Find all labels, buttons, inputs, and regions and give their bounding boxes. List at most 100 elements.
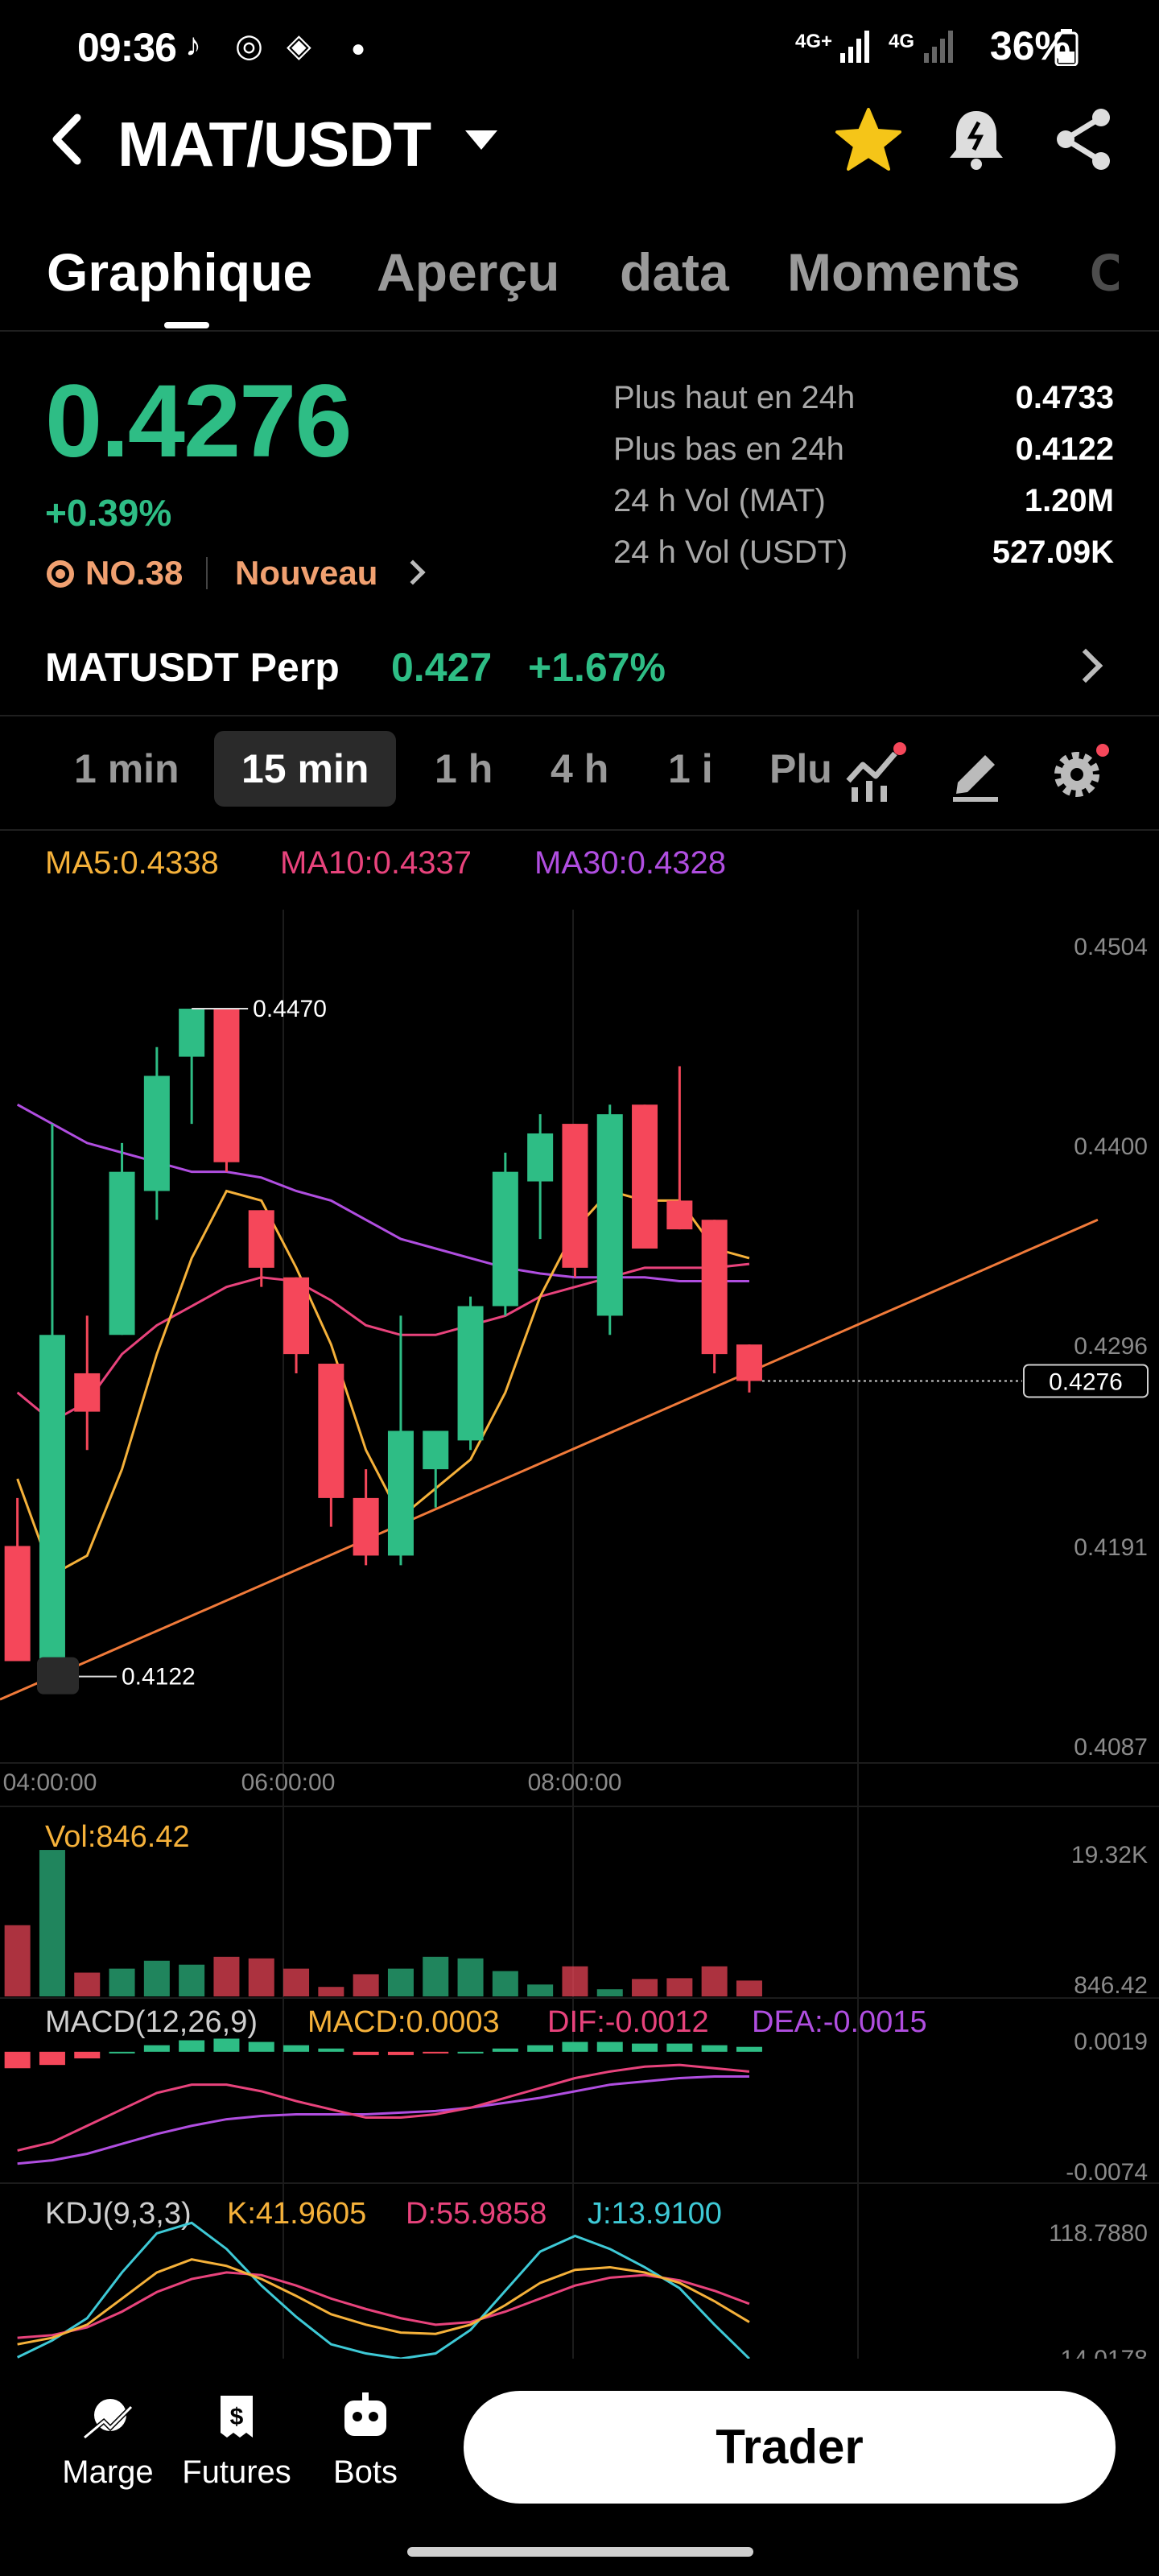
instagram-icon: ◎ bbox=[235, 28, 263, 64]
volume-max-label: 19.32K bbox=[1071, 1842, 1148, 1868]
network-4gplus-icon: 4G+ bbox=[795, 31, 833, 52]
macd-max-label: 0.0019 bbox=[1074, 2029, 1148, 2055]
main-tabs: Graphique Aperçu data Moments C bbox=[0, 233, 1159, 330]
macd-histogram-bar bbox=[213, 2038, 240, 2052]
candle-body bbox=[701, 1220, 728, 1355]
price-chart[interactable]: 0.4504 0.4400 0.4296 0.4191 0.4087 04:00:00 06… bbox=[0, 910, 1159, 2359]
timeframe-more[interactable]: Plu bbox=[769, 746, 832, 791]
bots-button[interactable]: Bots bbox=[301, 2391, 430, 2491]
bell-icon[interactable] bbox=[942, 105, 1011, 174]
status-bar: 09:36 ♪ ◎ ◈ ● 4G+ 4G 36% bbox=[0, 0, 1159, 97]
timeframe-4h[interactable]: 4 h bbox=[551, 746, 609, 791]
macd-dif-line bbox=[17, 2063, 750, 2152]
pair-title[interactable]: MAT/USDT bbox=[118, 109, 431, 180]
kdj-min-label: 14.0178 bbox=[1061, 2346, 1148, 2359]
macd-histogram-bar bbox=[39, 2051, 65, 2066]
rank-icon bbox=[47, 560, 74, 588]
macd-histogram-bar bbox=[318, 2048, 344, 2052]
candle-body bbox=[74, 1373, 101, 1412]
divider bbox=[0, 829, 1159, 831]
timeframe-1h[interactable]: 1 h bbox=[435, 746, 493, 791]
kdj-title: KDJ(9,3,3) bbox=[45, 2197, 192, 2231]
volume-bar bbox=[318, 1987, 344, 1996]
current-price-label: 0.4276 bbox=[1049, 1368, 1123, 1395]
chevron-right-icon[interactable] bbox=[400, 559, 426, 585]
draw-tool-icon[interactable] bbox=[945, 741, 1009, 805]
candle-body bbox=[562, 1124, 588, 1268]
volume-min-label: 846.42 bbox=[1074, 1972, 1148, 1999]
candle-body bbox=[213, 1009, 240, 1162]
tiktok-icon: ♪ bbox=[185, 27, 201, 63]
volume-bar bbox=[179, 1964, 205, 1996]
candle-body bbox=[632, 1104, 658, 1249]
macd-histogram-bar bbox=[283, 2045, 310, 2052]
svg-text:$: $ bbox=[230, 2404, 244, 2430]
perp-label[interactable]: MATUSDT Perp bbox=[45, 645, 340, 690]
macd-dif-value: DIF:-0.0012 bbox=[547, 2005, 709, 2039]
macd-histogram-bar bbox=[387, 2051, 414, 2055]
candle-body bbox=[143, 1075, 170, 1191]
futures-button[interactable]: $ Futures bbox=[172, 2391, 301, 2491]
price-change-percent: +0.39% bbox=[45, 492, 172, 534]
tab-moments[interactable]: Moments bbox=[787, 242, 1021, 302]
pair-dropdown-chevron-icon[interactable] bbox=[465, 130, 497, 150]
tab-more[interactable]: C bbox=[1090, 242, 1119, 302]
tab-graphique[interactable]: Graphique bbox=[47, 242, 313, 302]
settings-gear-icon[interactable] bbox=[1046, 741, 1111, 805]
candle-body bbox=[596, 1114, 623, 1316]
tab-apercu[interactable]: Aperçu bbox=[377, 242, 560, 302]
chevron-right-icon[interactable] bbox=[1068, 648, 1103, 683]
rank-label[interactable]: NO.38 bbox=[85, 554, 184, 592]
candle-body bbox=[457, 1306, 484, 1441]
signal-icon bbox=[840, 31, 869, 63]
stat-label-low: Plus bas en 24h bbox=[613, 431, 844, 467]
indicators-icon[interactable] bbox=[842, 741, 906, 805]
timeframe-1d[interactable]: 1 i bbox=[668, 746, 713, 791]
macd-histogram-bar bbox=[632, 2043, 658, 2052]
x-tick-label: 06:00:00 bbox=[241, 1769, 336, 1796]
star-icon[interactable] bbox=[834, 105, 903, 174]
trade-button[interactable]: Trader bbox=[464, 2391, 1116, 2504]
perp-price: 0.427 bbox=[391, 645, 493, 690]
y-tick-label: 0.4296 bbox=[1074, 1333, 1148, 1360]
tab-data[interactable]: data bbox=[620, 242, 729, 302]
kdj-j-value: J:13.9100 bbox=[588, 2197, 722, 2231]
kdj-k-value: K:41.9605 bbox=[227, 2197, 366, 2231]
kdj-max-label: 118.7880 bbox=[1049, 2220, 1148, 2247]
margin-button[interactable]: Marge bbox=[43, 2391, 172, 2491]
volume-bar bbox=[457, 1958, 484, 1996]
notification-dot-icon: ● bbox=[351, 35, 366, 62]
futures-label: Futures bbox=[182, 2454, 291, 2490]
candle-body bbox=[318, 1364, 344, 1498]
volume-bar bbox=[109, 1968, 135, 1996]
back-arrow-icon[interactable] bbox=[45, 111, 97, 167]
kdj-d-line bbox=[17, 2271, 750, 2339]
macd-histogram-bar bbox=[179, 2040, 205, 2052]
volume-bar bbox=[353, 1974, 379, 1996]
volume-bar bbox=[423, 1956, 449, 1996]
macd-title: MACD(12,26,9) bbox=[45, 2005, 258, 2039]
futures-icon: $ bbox=[221, 2396, 253, 2438]
battery-icon bbox=[1054, 29, 1079, 66]
macd-value: MACD:0.0003 bbox=[307, 2005, 500, 2039]
macd-histogram-bar bbox=[423, 2051, 449, 2054]
new-tag[interactable]: Nouveau bbox=[235, 554, 378, 592]
margin-label: Marge bbox=[62, 2454, 154, 2490]
timeframe-15min[interactable]: 15 min bbox=[214, 731, 397, 807]
share-icon[interactable] bbox=[1050, 105, 1119, 174]
macd-histogram-bar bbox=[4, 2051, 31, 2069]
divider bbox=[0, 715, 1159, 716]
home-indicator[interactable] bbox=[407, 2547, 753, 2557]
candle-body bbox=[179, 1009, 205, 1057]
volume-bar bbox=[74, 1972, 101, 1996]
expand-chart-icon[interactable] bbox=[37, 1657, 79, 1695]
timeframe-1min[interactable]: 1 min bbox=[74, 746, 179, 791]
volume-bar bbox=[562, 1966, 588, 1996]
discord-icon: ◈ bbox=[287, 28, 311, 64]
candle-body bbox=[423, 1430, 449, 1470]
candle-body bbox=[39, 1335, 65, 1662]
bot-icon bbox=[344, 2392, 386, 2436]
ma30-label: MA30:0.4328 bbox=[534, 845, 726, 881]
volume-bar bbox=[143, 1960, 170, 1996]
kdj-d-value: D:55.9858 bbox=[406, 2197, 547, 2231]
